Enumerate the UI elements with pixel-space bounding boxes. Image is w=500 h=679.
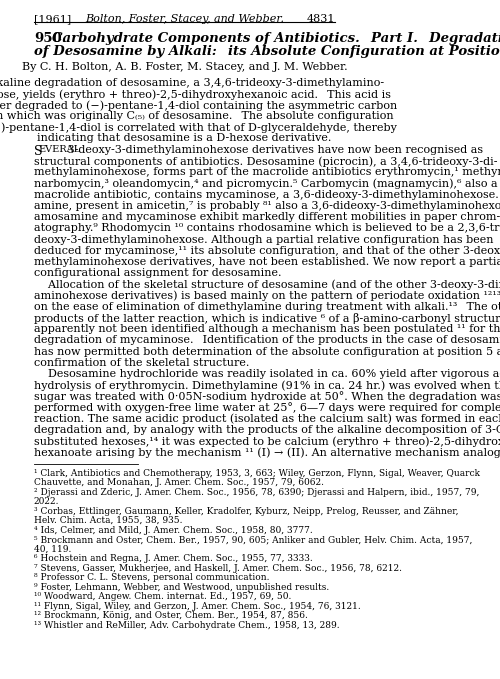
Text: Carbohydrate Components of Antibiotics.  Part I.  Degradation: Carbohydrate Components of Antibiotics. … — [52, 32, 500, 45]
Text: performed with oxygen-free lime water at 25°, 6—7 days were required for complet: performed with oxygen-free lime water at… — [34, 403, 500, 414]
Text: sugar was treated with 0·05N-sodium hydroxide at 50°. When the degradation was: sugar was treated with 0·05N-sodium hydr… — [34, 391, 500, 402]
Text: 950.: 950. — [34, 32, 66, 45]
Text: structural components of antibiotics. Desosamine (picrocin), a 3,4,6-trideoxy-3-: structural components of antibiotics. De… — [34, 156, 498, 167]
Text: 4831: 4831 — [306, 14, 335, 24]
Text: ⁹ Foster, Lehmann, Webber, and Westwood, unpublished results.: ⁹ Foster, Lehmann, Webber, and Westwood,… — [34, 583, 329, 591]
Text: Helv. Chim. Acta, 1955, 38, 935.: Helv. Chim. Acta, 1955, 38, 935. — [34, 516, 182, 525]
Text: ¹¹ Flynn, Sigal, Wiley, and Gerzon, J. Amer. Chem. Soc., 1954, 76, 3121.: ¹¹ Flynn, Sigal, Wiley, and Gerzon, J. A… — [34, 602, 360, 610]
Text: methylaminohexose derivatives, have not been established. We now report a partia: methylaminohexose derivatives, have not … — [34, 257, 500, 267]
Text: atography.⁹ Rhodomycin ¹⁰ contains rhodosamine which is believed to be a 2,3,6-t: atography.⁹ Rhodomycin ¹⁰ contains rhodo… — [34, 223, 500, 234]
Text: ¹ Clark, Antibiotics and Chemotherapy, 1953, 3, 663; Wiley, Gerzon, Flynn, Sigal: ¹ Clark, Antibiotics and Chemotherapy, 1… — [34, 469, 480, 477]
Text: further degraded to (−)-pentane-1,4-diol containing the asymmetric carbon: further degraded to (−)-pentane-1,4-diol… — [0, 100, 398, 111]
Text: degradation of mycaminose.  Identification of the products in the case of desosa: degradation of mycaminose. Identificatio… — [34, 335, 500, 346]
Text: amine, present in amicetin,⁷ is probably ⁸¹ also a 3,6-dideoxy-3-dimethylaminohe: amine, present in amicetin,⁷ is probably… — [34, 201, 500, 211]
Text: EVERAL: EVERAL — [38, 145, 81, 154]
Text: Bolton, Foster, Stacey, and Webber.: Bolton, Foster, Stacey, and Webber. — [85, 14, 284, 24]
Text: hexose, yields (erythro + threo)-2,5-dihydroxyhexanoic acid.  This acid is: hexose, yields (erythro + threo)-2,5-dih… — [0, 89, 392, 100]
Text: ⁷ Stevens, Gasser, Mukherjee, and Haskell, J. Amer. Chem. Soc., 1956, 78, 6212.: ⁷ Stevens, Gasser, Mukherjee, and Haskel… — [34, 564, 402, 572]
Text: reaction. The same acidic product (isolated as the calcium salt) was formed in e: reaction. The same acidic product (isola… — [34, 414, 500, 424]
Text: [1961]: [1961] — [34, 14, 71, 24]
Text: ³ Corbas, Ettlinger, Gaumann, Keller, Kradolfer, Kyburz, Neipp, Prelog, Reusser,: ³ Corbas, Ettlinger, Gaumann, Keller, Kr… — [34, 507, 458, 515]
Text: methylaminohexose, forms part of the macrolide antibiotics erythromycin,¹ methym: methylaminohexose, forms part of the mac… — [34, 168, 500, 177]
Text: hydrolysis of erythromycin. Dimethylamine (91% in ca. 24 hr.) was evolved when t: hydrolysis of erythromycin. Dimethylamin… — [34, 380, 500, 390]
Text: Desosamine hydrochloride was readily isolated in ca. 60% yield after vigorous ac: Desosamine hydrochloride was readily iso… — [34, 369, 500, 379]
Text: ² Djerassi and Zderic, J. Amer. Chem. Soc., 1956, 78, 6390; Djerassi and Halpern: ² Djerassi and Zderic, J. Amer. Chem. So… — [34, 488, 480, 496]
Text: ¹³ Whistler and ReMiller, Adv. Carbohydrate Chem., 1958, 13, 289.: ¹³ Whistler and ReMiller, Adv. Carbohydr… — [34, 621, 340, 629]
Text: ⁴ Ids, Celmer, and Mild, J. Amer. Chem. Soc., 1958, 80, 3777.: ⁴ Ids, Celmer, and Mild, J. Amer. Chem. … — [34, 526, 312, 534]
Text: Alkaline degradation of desosamine, a 3,4,6-trideoxy-3-dimethylamino-: Alkaline degradation of desosamine, a 3,… — [0, 78, 384, 88]
Text: amosamine and mycaminose exhibit markedly different mobilities in paper chrom-: amosamine and mycaminose exhibit markedl… — [34, 213, 500, 222]
Text: hexanoate arising by the mechanism ¹¹ (I) → (II). An alternative mechanism analo: hexanoate arising by the mechanism ¹¹ (I… — [34, 447, 500, 458]
Text: configurational assignment for desosamine.: configurational assignment for desosamin… — [34, 268, 282, 278]
Text: on the ease of elimination of dimethylamine during treatment with alkali.¹³  The: on the ease of elimination of dimethylam… — [34, 301, 500, 312]
Text: deoxy-3-dimethylaminohexose. Although a partial relative configuration has been: deoxy-3-dimethylaminohexose. Although a … — [34, 235, 494, 244]
Text: macrolide antibiotic, contains mycaminose, a 3,6-dideoxy-3-dimethylaminohexose. : macrolide antibiotic, contains mycaminos… — [34, 190, 500, 200]
Text: aminohexose derivatives) is based mainly on the pattern of periodate oxidation ¹: aminohexose derivatives) is based mainly… — [34, 291, 500, 301]
Text: narbomycin,³ oleandomycin,⁴ and picromycin.⁵ Carbomycin (magnamycin),⁶ also a: narbomycin,³ oleandomycin,⁴ and picromyc… — [34, 179, 498, 189]
Text: atom which was originally C₍₅₎ of desosamine.  The absolute configuration: atom which was originally C₍₅₎ of desosa… — [0, 111, 394, 121]
Text: 3-deoxy-3-dimethylaminohexose derivatives have now been recognised as: 3-deoxy-3-dimethylaminohexose derivative… — [64, 145, 484, 155]
Text: ⁵ Brockmann and Oster, Chem. Ber., 1957, 90, 605; Anliker and Gubler, Helv. Chim: ⁵ Brockmann and Oster, Chem. Ber., 1957,… — [34, 535, 472, 544]
Text: 2022.: 2022. — [34, 497, 60, 506]
Text: products of the latter reaction, which is indicative ⁶ of a β-amino-carbonyl str: products of the latter reaction, which i… — [34, 313, 500, 324]
Text: ¹² Brockmann, König, and Oster, Chem. Ber., 1954, 87, 856.: ¹² Brockmann, König, and Oster, Chem. Be… — [34, 611, 308, 620]
Text: confirmation of the skeletal structure.: confirmation of the skeletal structure. — [34, 358, 250, 368]
Text: of (−)-pentane-1,4-diol is correlated with that of D-glyceraldehyde, thereby: of (−)-pentane-1,4-diol is correlated wi… — [0, 122, 396, 132]
Text: deduced for mycaminose,¹¹ its absolute configuration, and that of the other 3-de: deduced for mycaminose,¹¹ its absolute c… — [34, 246, 500, 256]
Text: indicating that desosamine is a D-hexose derivative.: indicating that desosamine is a D-hexose… — [38, 133, 332, 143]
Text: By C. H. Bolton, A. B. Foster, M. Stacey, and J. M. Webber.: By C. H. Bolton, A. B. Foster, M. Stacey… — [22, 62, 347, 72]
Text: has now permitted both determination of the absolute configuration at position 5: has now permitted both determination of … — [34, 346, 500, 356]
Text: S: S — [34, 145, 42, 158]
Text: ⁸ Professor C. L. Stevens, personal communication.: ⁸ Professor C. L. Stevens, personal comm… — [34, 573, 270, 582]
Text: apparently not been identified although a mechanism has been postulated ¹¹ for t: apparently not been identified although … — [34, 324, 500, 334]
Text: degradation and, by analogy with the products of the alkaline decomposition of 3: degradation and, by analogy with the pro… — [34, 425, 500, 435]
Text: ⁶ Hochstein and Regna, J. Amer. Chem. Soc., 1955, 77, 3333.: ⁶ Hochstein and Regna, J. Amer. Chem. So… — [34, 554, 312, 563]
Text: of Desosamine by Alkali:  its Absolute Configuration at Position 5.: of Desosamine by Alkali: its Absolute Co… — [34, 45, 500, 58]
Text: Allocation of the skeletal structure of desosamine (and of the other 3-deoxy-3-d: Allocation of the skeletal structure of … — [34, 279, 500, 290]
Text: 40, 119.: 40, 119. — [34, 545, 72, 553]
Text: ¹⁰ Woodward, Angew. Chem. internat. Ed., 1957, 69, 50.: ¹⁰ Woodward, Angew. Chem. internat. Ed.,… — [34, 592, 291, 601]
Text: Chauvette, and Monahan, J. Amer. Chem. Soc., 1957, 79, 6062.: Chauvette, and Monahan, J. Amer. Chem. S… — [34, 478, 324, 487]
Text: substituted hexoses,¹⁴ it was expected to be calcium (erythro + threo)-2,5-dihyd: substituted hexoses,¹⁴ it was expected t… — [34, 436, 500, 447]
